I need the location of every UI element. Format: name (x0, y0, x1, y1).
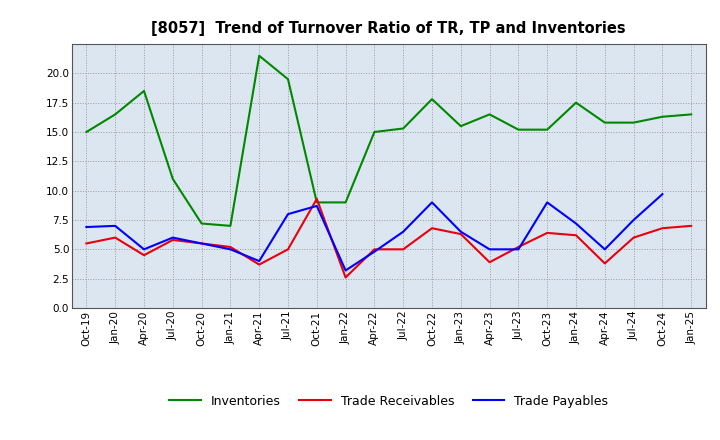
Trade Receivables (658, 226, 667, 231)
Trade Payables (341, 268, 350, 273)
Inventories (370, 129, 379, 135)
Line: Trade Receivables: Trade Receivables (86, 199, 691, 278)
Trade Receivables (456, 231, 465, 237)
Legend: Inventories, Trade Receivables, Trade Payables: Inventories, Trade Receivables, Trade Pa… (164, 390, 613, 413)
Trade Payables (658, 191, 667, 197)
Trade Payables (284, 212, 292, 217)
Inventories (399, 126, 408, 131)
Trade Payables (226, 247, 235, 252)
Inventories (485, 112, 494, 117)
Trade Payables (255, 258, 264, 264)
Trade Payables (197, 241, 206, 246)
Inventories (284, 77, 292, 82)
Inventories (600, 120, 609, 125)
Trade Receivables (341, 275, 350, 280)
Trade Payables (514, 247, 523, 252)
Inventories (456, 124, 465, 129)
Inventories (226, 223, 235, 228)
Trade Receivables (485, 260, 494, 265)
Inventories (514, 127, 523, 132)
Trade Receivables (197, 241, 206, 246)
Trade Payables (456, 229, 465, 235)
Inventories (687, 112, 696, 117)
Trade Payables (428, 200, 436, 205)
Trade Payables (82, 224, 91, 230)
Trade Receivables (399, 247, 408, 252)
Inventories (197, 221, 206, 226)
Inventories (428, 96, 436, 102)
Trade Receivables (572, 233, 580, 238)
Trade Payables (399, 229, 408, 235)
Inventories (255, 53, 264, 59)
Trade Payables (312, 203, 321, 209)
Trade Receivables (629, 235, 638, 240)
Inventories (341, 200, 350, 205)
Trade Receivables (428, 226, 436, 231)
Line: Trade Payables: Trade Payables (86, 194, 662, 271)
Trade Receivables (255, 262, 264, 267)
Trade Receivables (600, 261, 609, 266)
Inventories (312, 200, 321, 205)
Trade Receivables (312, 196, 321, 202)
Trade Payables (600, 247, 609, 252)
Inventories (168, 176, 177, 182)
Trade Payables (572, 221, 580, 226)
Trade Payables (370, 249, 379, 254)
Trade Payables (629, 217, 638, 223)
Trade Receivables (226, 244, 235, 249)
Trade Receivables (370, 247, 379, 252)
Title: [8057]  Trend of Turnover Ratio of TR, TP and Inventories: [8057] Trend of Turnover Ratio of TR, TP… (151, 21, 626, 36)
Trade Payables (168, 235, 177, 240)
Trade Payables (543, 200, 552, 205)
Trade Receivables (111, 235, 120, 240)
Line: Inventories: Inventories (86, 56, 691, 226)
Trade Receivables (687, 223, 696, 228)
Trade Payables (111, 223, 120, 228)
Inventories (658, 114, 667, 119)
Trade Receivables (168, 237, 177, 242)
Trade Payables (140, 247, 148, 252)
Inventories (629, 120, 638, 125)
Trade Receivables (140, 253, 148, 258)
Inventories (572, 100, 580, 105)
Trade Receivables (543, 230, 552, 235)
Trade Receivables (514, 244, 523, 249)
Trade Receivables (82, 241, 91, 246)
Inventories (111, 112, 120, 117)
Trade Receivables (284, 247, 292, 252)
Trade Payables (485, 247, 494, 252)
Inventories (140, 88, 148, 94)
Inventories (82, 129, 91, 135)
Inventories (543, 127, 552, 132)
